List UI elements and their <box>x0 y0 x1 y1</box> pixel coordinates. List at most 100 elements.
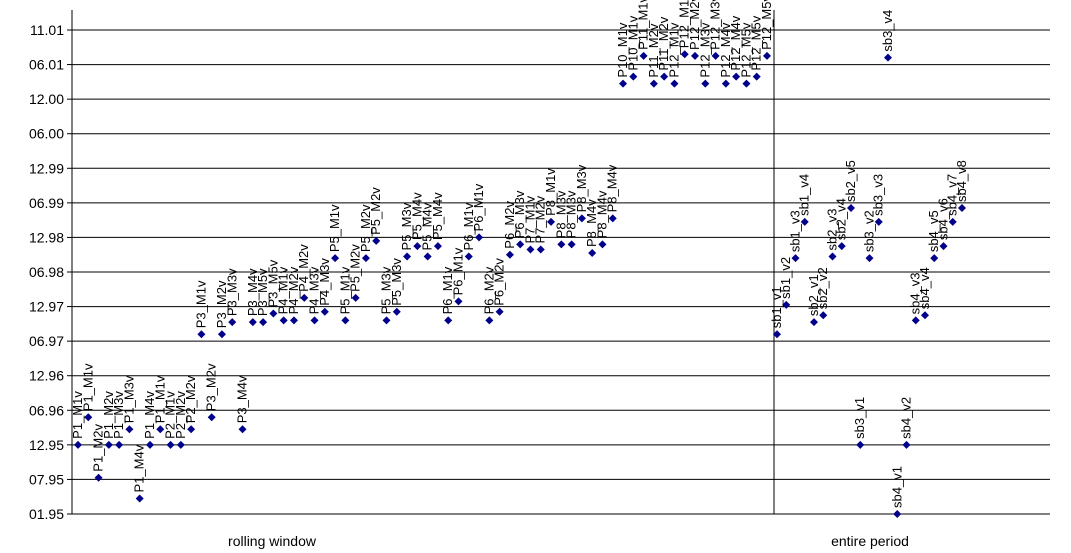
data-label: sb4_v4 <box>917 267 932 309</box>
data-label: sb4_v8 <box>954 160 969 202</box>
data-label: P1_M3v <box>111 391 126 439</box>
data-label: sb4_v5 <box>926 210 941 252</box>
data-point <box>413 242 422 251</box>
data-point <box>680 50 689 59</box>
data-label: sb3_v4 <box>880 10 895 52</box>
data-label: sb2_v2 <box>815 267 830 309</box>
data-label: P1_M1v <box>152 375 167 423</box>
data-label: P11_M1v <box>636 0 651 50</box>
data-label: sb4_v7 <box>945 174 960 216</box>
data-point <box>135 494 144 503</box>
data-point <box>921 311 929 320</box>
data-point <box>893 510 902 518</box>
data-point <box>217 330 226 339</box>
data-label: sb1_v1 <box>769 286 784 328</box>
data-label: P8_M4v <box>584 199 599 247</box>
data-point <box>125 425 134 434</box>
data-label: P3_M5v <box>265 259 280 307</box>
data-point <box>361 254 370 263</box>
data-point <box>732 72 741 81</box>
data-point <box>310 316 319 325</box>
data-label: sb4_v3 <box>908 272 923 314</box>
point-labels: P1_M1vP1_M1vP1_M2vP1_M2vP1_M3vP1_M3vP1_M… <box>70 0 969 508</box>
gridlines <box>72 29 1050 515</box>
data-label: P12_M5v <box>749 15 764 70</box>
data-point <box>104 440 113 449</box>
data-label: P12_M1v <box>677 0 692 48</box>
y-tick-labels: 01.95 07.95 12.95 06.96 12.96 06.97 12.97 06.98… <box>29 22 64 522</box>
data-points <box>74 50 966 518</box>
data-point <box>800 217 809 226</box>
data-label: P5_M4v <box>409 192 424 240</box>
data-point <box>782 300 791 309</box>
data-label: P3_M4v <box>235 375 250 423</box>
x-category-label: entire period <box>831 533 909 549</box>
data-label: P6_M1v <box>440 266 455 314</box>
data-label: P4_M3v <box>317 258 332 306</box>
data-label: P11_M2v <box>646 23 661 77</box>
data-point <box>423 252 432 261</box>
data-label: P8_M3v <box>564 190 579 238</box>
y-tick-label: 06.97 <box>29 333 64 349</box>
data-label: P4_M3v <box>307 266 322 314</box>
data-point <box>238 425 247 434</box>
data-label: P1_M2v <box>91 424 106 472</box>
data-point <box>372 236 381 245</box>
data-point <box>773 330 781 339</box>
data-point <box>701 79 710 88</box>
data-label: P12_M3v <box>697 22 712 77</box>
data-label: P1_M3v <box>121 375 136 423</box>
data-point <box>837 242 846 251</box>
data-point <box>958 204 966 213</box>
data-point <box>228 318 237 327</box>
data-label: P6_M2v <box>492 258 507 306</box>
data-point <box>475 233 484 242</box>
data-point <box>207 413 216 422</box>
data-label: P8_M4v <box>594 190 609 238</box>
data-label: P5_M2v <box>348 244 363 292</box>
data-point <box>320 307 329 316</box>
data-point <box>84 413 93 422</box>
data-label: P4_M2v <box>296 244 311 292</box>
data-point <box>115 440 124 449</box>
data-point <box>639 51 648 60</box>
data-point <box>874 217 883 226</box>
data-point <box>516 240 525 249</box>
data-point <box>691 51 700 60</box>
data-point <box>269 309 278 318</box>
data-point <box>536 245 545 254</box>
data-label: P5_M2v <box>368 187 383 235</box>
data-point <box>259 318 268 327</box>
data-point <box>649 79 658 88</box>
data-point <box>526 245 535 254</box>
data-label: sb2_v4 <box>834 198 849 240</box>
data-label: sb2_v1 <box>806 274 821 316</box>
y-tick-label: 06.96 <box>29 402 64 418</box>
data-label: P8_M1v <box>543 168 558 216</box>
data-point <box>567 240 576 249</box>
data-label: P8_M3v <box>574 164 589 212</box>
data-point <box>557 240 566 249</box>
data-label: P5_M4v <box>420 202 435 250</box>
y-tick-label: 11.01 <box>30 22 64 38</box>
data-label: P5_M3v <box>389 258 404 306</box>
data-label: P5_M3v <box>379 266 394 314</box>
data-point <box>279 316 288 325</box>
data-label: P6_M1v <box>471 183 486 231</box>
data-point <box>742 79 751 88</box>
data-point <box>598 240 607 249</box>
data-point <box>485 316 494 325</box>
data-label: P12_M4v <box>728 15 743 70</box>
data-point <box>911 316 920 325</box>
data-point <box>608 214 617 223</box>
data-label: sb4_v6 <box>936 198 951 240</box>
data-point <box>464 252 473 261</box>
data-label: P12_M4v <box>718 22 733 77</box>
data-point <box>930 254 939 263</box>
data-label: P5_M4v <box>430 192 445 240</box>
data-label: P12_M5v <box>738 22 753 77</box>
data-point <box>454 297 463 306</box>
y-tick-label: 12.96 <box>29 368 64 384</box>
data-label: P1_M1v <box>70 391 85 439</box>
